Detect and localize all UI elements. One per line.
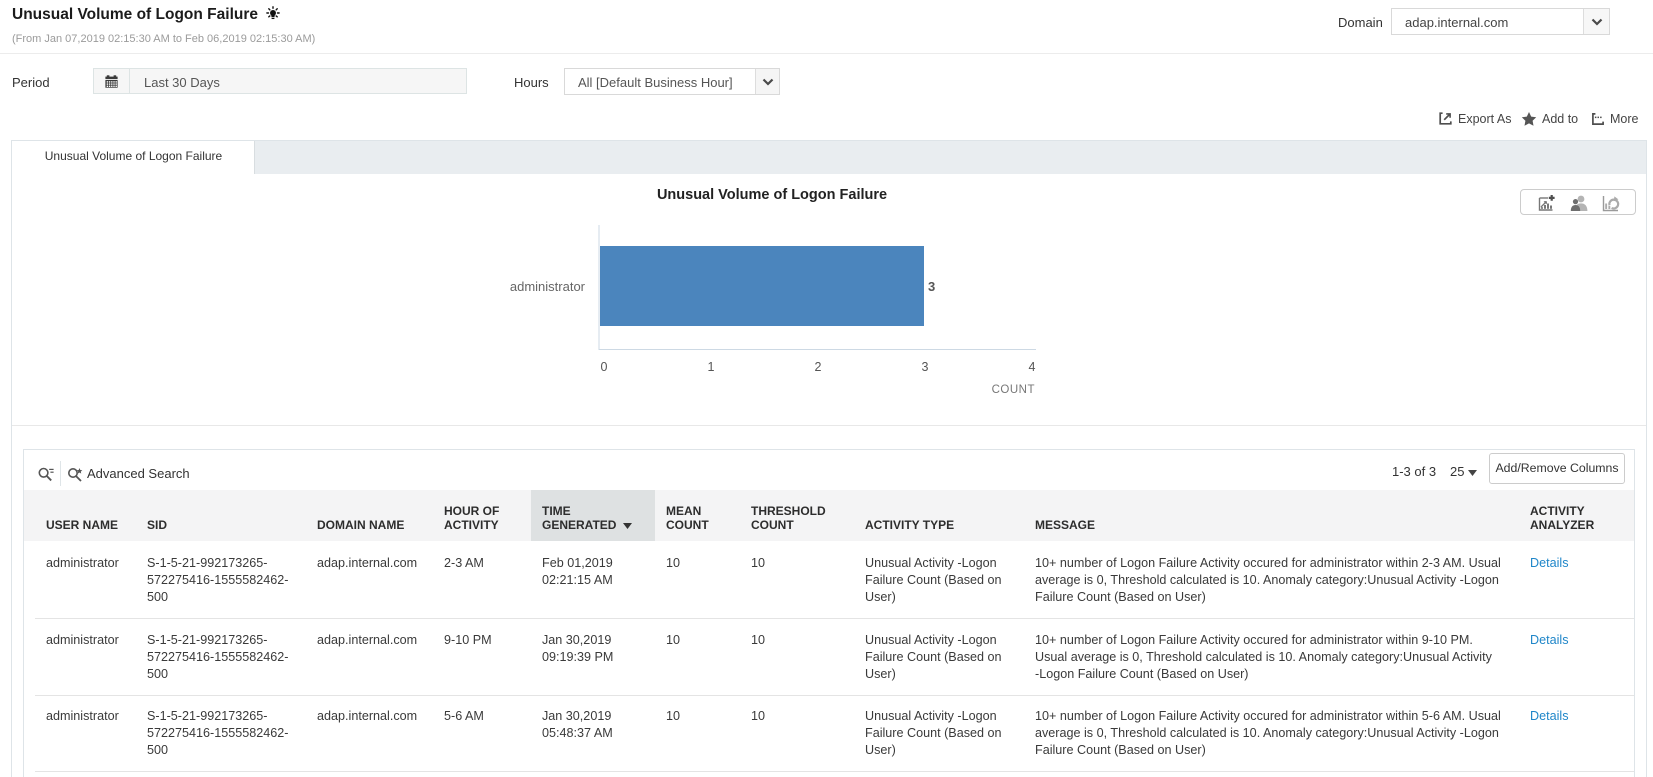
svg-text:3: 3 [922, 360, 929, 374]
svg-text:0: 0 [601, 360, 608, 374]
svg-text:2: 2 [815, 360, 822, 374]
svg-text:3: 3 [928, 279, 935, 294]
svg-text:4: 4 [1029, 360, 1036, 374]
svg-text:administrator: administrator [510, 279, 586, 294]
svg-text:1: 1 [708, 360, 715, 374]
svg-text:COUNT: COUNT [992, 384, 1035, 396]
